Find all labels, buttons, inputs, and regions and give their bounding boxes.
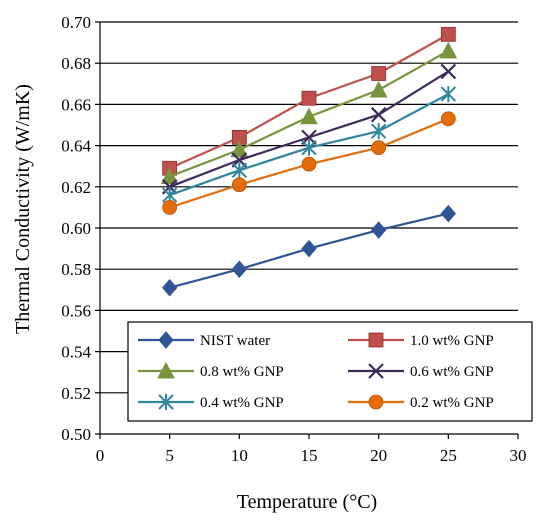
x-tick-label: 5 — [165, 446, 174, 465]
data-point — [301, 139, 317, 156]
y-tick-label: 0.68 — [61, 54, 91, 73]
legend-label: 1.0 wt% GNP — [410, 333, 494, 349]
legend-swatch-marker — [368, 363, 384, 379]
data-point — [440, 204, 456, 223]
legend-label: 0.8 wt% GNP — [200, 364, 284, 380]
legend-swatch-marker — [158, 331, 174, 349]
x-tick-label: 0 — [96, 446, 105, 465]
y-tick-label: 0.56 — [61, 301, 91, 320]
data-point — [371, 66, 387, 81]
series-3 — [161, 63, 457, 195]
data-point — [300, 107, 318, 125]
legend-label: 0.2 wt% GNP — [410, 395, 494, 411]
y-tick-label: 0.60 — [61, 219, 91, 238]
data-point — [230, 140, 249, 158]
data-point — [369, 80, 388, 98]
series-5 — [162, 111, 456, 215]
series-4 — [161, 86, 457, 204]
data-point — [440, 26, 456, 42]
x-tick-label: 30 — [510, 446, 527, 465]
legend-entry: 0.2 wt% GNP — [348, 394, 494, 411]
legend-box — [127, 321, 533, 422]
data-point — [440, 86, 457, 103]
legend-swatch-marker — [368, 332, 384, 348]
data-point — [231, 177, 247, 193]
legend-swatch-marker — [157, 361, 175, 379]
y-tick-label: 0.66 — [61, 95, 91, 114]
legend-swatch-marker — [368, 394, 384, 410]
data-point — [162, 199, 178, 215]
data-point — [162, 278, 178, 297]
data-point — [160, 167, 179, 184]
legend-entry: 0.4 wt% GNP — [138, 394, 284, 411]
data-point — [439, 41, 458, 59]
x-tick-label: 10 — [231, 446, 248, 465]
data-point — [440, 63, 457, 80]
y-tick-label: 0.50 — [61, 425, 91, 444]
x-tick-label: 20 — [370, 446, 387, 465]
x-axis-title: Temperature (°C) — [237, 491, 377, 513]
x-tick-label: 15 — [301, 446, 318, 465]
legend-entry: 0.8 wt% GNP — [138, 361, 284, 380]
legend-label: 0.6 wt% GNP — [410, 364, 494, 380]
legend-label: 0.4 wt% GNP — [200, 395, 284, 411]
y-tick-label: 0.62 — [61, 178, 91, 197]
data-point — [440, 111, 456, 127]
y-tick-label: 0.64 — [61, 137, 91, 156]
data-point — [301, 239, 317, 258]
series-2 — [160, 41, 458, 184]
y-axis-title: Thermal Conductivity (W/mK) — [12, 84, 34, 334]
data-point — [371, 221, 387, 239]
legend-swatch-marker — [158, 394, 174, 410]
legend-entry: 0.6 wt% GNP — [348, 363, 494, 380]
data-point — [301, 156, 317, 172]
legend: NIST water 1.0 wt% GNP 0.8 wt% GNP 0.6 wt% … — [127, 321, 533, 422]
y-tick-label: 0.52 — [61, 384, 91, 403]
data-point — [231, 162, 248, 179]
y-axis-ticks: 0.50 0.52 0.54 0.56 0.58 0.60 0.62 0.64 0.66 0.68… — [61, 13, 100, 444]
y-tick-label: 0.54 — [61, 343, 91, 362]
y-tick-label: 0.58 — [61, 260, 91, 279]
data-point — [231, 260, 247, 278]
data-point — [301, 90, 317, 106]
data-point — [370, 106, 387, 123]
legend-label: NIST water — [200, 333, 270, 349]
data-series — [160, 26, 458, 297]
y-tick-label: 0.70 — [61, 13, 91, 32]
x-tick-label: 25 — [440, 446, 457, 465]
data-point — [370, 123, 387, 140]
legend-entry: 1.0 wt% GNP — [348, 332, 494, 349]
data-point — [371, 140, 387, 156]
x-axis-ticks: 0 5 10 15 20 25 30 — [96, 434, 527, 465]
legend-entry: NIST water — [138, 331, 270, 349]
series-0 — [162, 204, 456, 297]
